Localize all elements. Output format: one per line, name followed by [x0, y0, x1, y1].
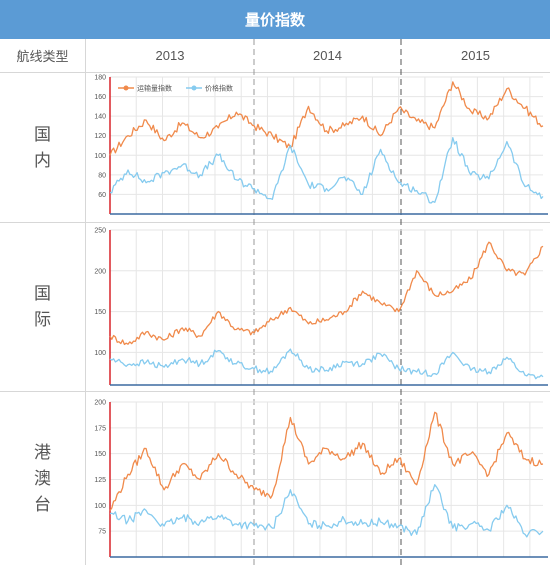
series-line-volume-index [109, 411, 544, 511]
year-label-2015: 2015 [461, 48, 490, 63]
chart-panel-0: 60 80 100 120 140 160 180 运输量指数 价格指数 [94, 75, 548, 215]
y-tick-label: 200 [94, 400, 106, 407]
row-separator [0, 391, 550, 392]
page-title: 量价指数 [0, 0, 550, 39]
row-label-hk-macao-taiwan: 港澳台 [0, 392, 86, 565]
year-label-2014: 2014 [313, 48, 342, 63]
y-tick-label: 80 [98, 172, 106, 179]
chart-panel-2: 75 100 125 150 175 200 [94, 400, 548, 558]
row-label-char: 澳 [34, 468, 51, 489]
row-label-char: 内 [34, 150, 51, 171]
chart-panel-1: 100 150 200 250 [94, 228, 548, 386]
row-label-char: 国 [34, 284, 51, 304]
y-tick-label: 200 [94, 268, 106, 275]
row-label-char: 际 [34, 310, 51, 330]
y-tick-label: 75 [98, 529, 106, 536]
y-tick-label: 120 [94, 133, 106, 140]
y-tick-label: 100 [94, 503, 106, 510]
row-label-international: 国际 [0, 223, 86, 391]
row-label-domestic: 国内 [0, 73, 86, 222]
header-row: 航线类型 2013 2014 2015 [0, 39, 550, 73]
y-tick-label: 125 [94, 477, 106, 484]
row-label-char: 港 [34, 442, 51, 463]
series-line-price-index [109, 348, 544, 380]
y-tick-label: 100 [94, 153, 106, 160]
series-line-price-index [109, 484, 544, 538]
column-label-route-type: 航线类型 [0, 39, 86, 72]
row-separator [0, 222, 550, 223]
y-tick-label: 175 [94, 425, 106, 432]
legend-marker-price [191, 85, 197, 91]
y-tick-label: 150 [94, 451, 106, 458]
legend-marker-volume [123, 85, 129, 91]
legend-label-volume: 运输量指数 [137, 84, 172, 93]
y-tick-label: 250 [94, 228, 106, 235]
row-label-char: 国 [34, 124, 51, 145]
y-tick-label: 180 [94, 75, 106, 82]
series-line-volume-index [109, 241, 544, 346]
row-label-char: 台 [34, 494, 51, 515]
y-tick-label: 60 [98, 192, 106, 199]
series-line-price-index [109, 137, 544, 204]
y-tick-label: 100 [94, 350, 106, 357]
year-label-2013: 2013 [155, 48, 185, 63]
y-tick-label: 160 [94, 94, 106, 101]
y-tick-label: 150 [94, 309, 106, 316]
y-tick-label: 140 [94, 114, 106, 121]
series-line-volume-index [109, 81, 544, 156]
legend-label-price: 价格指数 [205, 84, 233, 93]
